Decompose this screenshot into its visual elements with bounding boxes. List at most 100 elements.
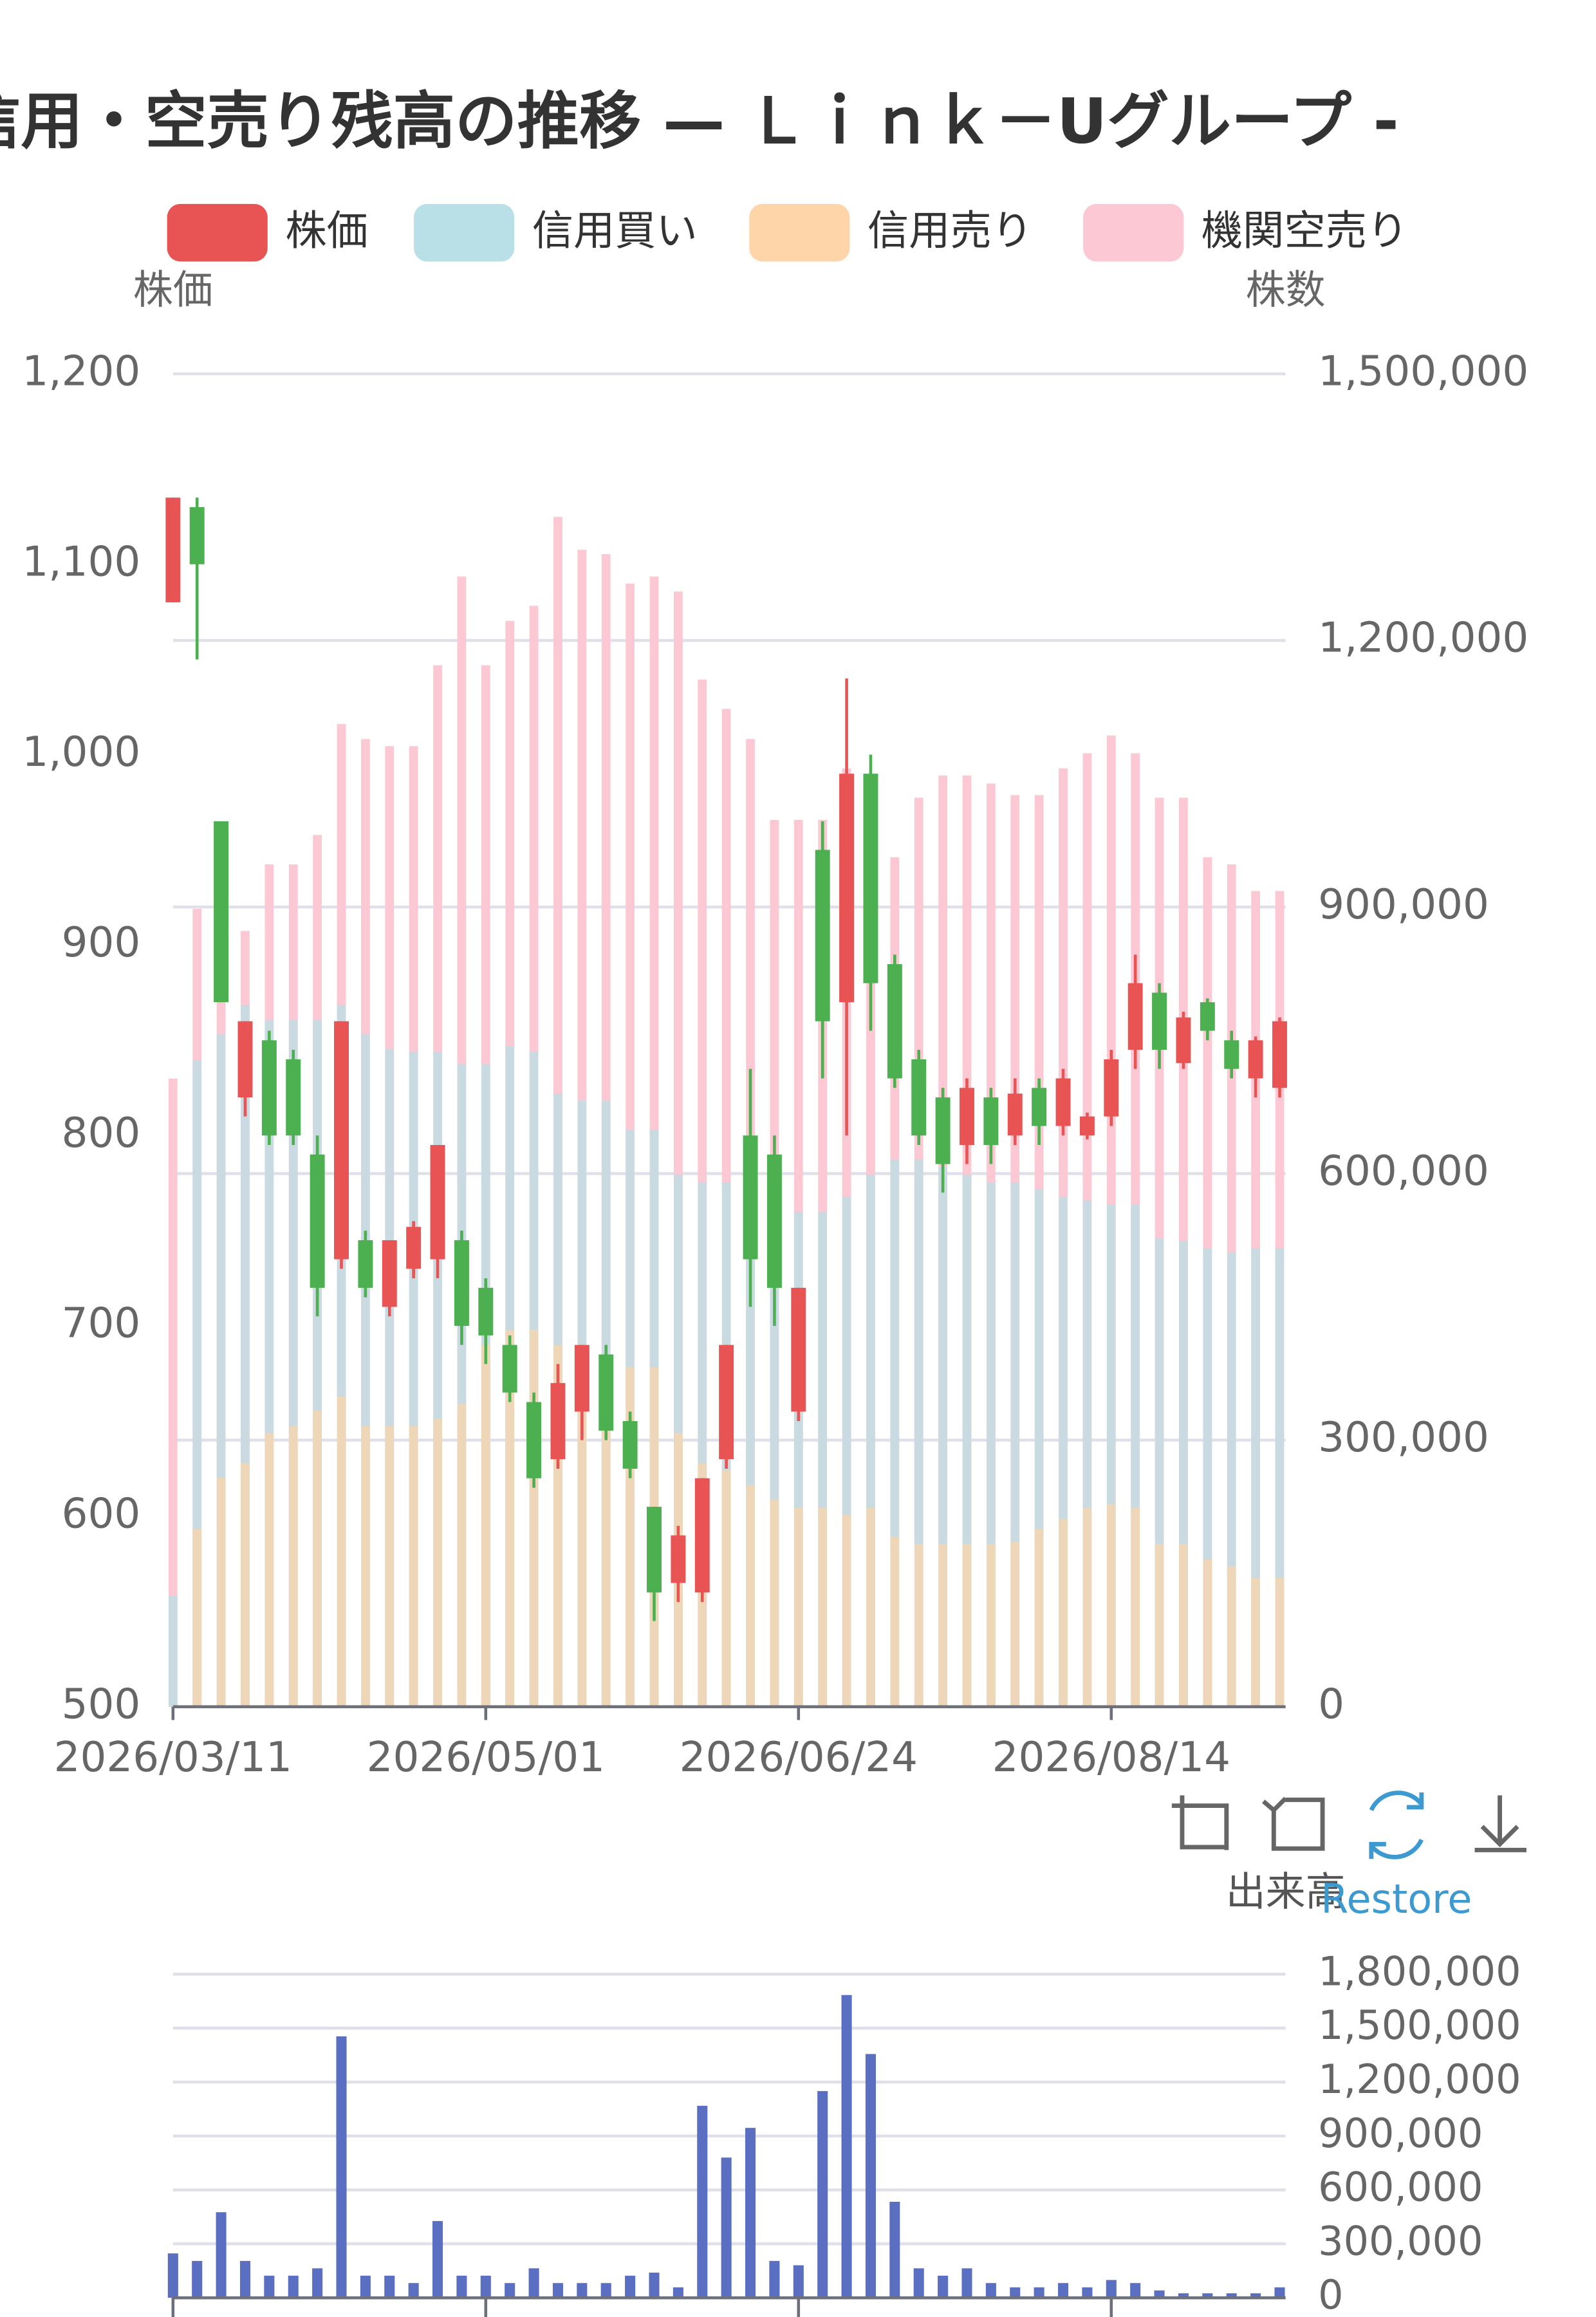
y-tick-label: 600,000 bbox=[1318, 2164, 1483, 2211]
y2-axis-name: 株数 bbox=[1246, 266, 1326, 313]
legend-swatch bbox=[167, 203, 268, 262]
candle-body bbox=[791, 1287, 806, 1412]
bar bbox=[721, 1470, 731, 1707]
volume-bar bbox=[1250, 2293, 1261, 2298]
y-tick-label: 1,200 bbox=[22, 347, 140, 395]
volume-bar bbox=[817, 2090, 828, 2298]
volume-bar bbox=[577, 2283, 588, 2298]
bar bbox=[168, 1078, 178, 1707]
y2-tick-label: 0 bbox=[1318, 1680, 1344, 1728]
bar bbox=[385, 1426, 394, 1707]
candle-body bbox=[983, 1097, 999, 1146]
bar bbox=[1251, 1577, 1260, 1707]
candle-body bbox=[743, 1135, 758, 1260]
bar bbox=[288, 1426, 298, 1707]
volume-bar bbox=[336, 2036, 347, 2298]
candle-body bbox=[960, 1088, 974, 1146]
legend-swatch bbox=[1083, 203, 1184, 262]
candle-body bbox=[598, 1354, 614, 1431]
bar bbox=[313, 1411, 322, 1707]
volume-bar bbox=[264, 2275, 275, 2298]
volume-bar bbox=[360, 2275, 371, 2298]
candle-body bbox=[334, 1021, 349, 1260]
bar bbox=[770, 1500, 779, 1707]
volume-bar bbox=[985, 2283, 996, 2298]
candle-body bbox=[1055, 1078, 1071, 1126]
bar bbox=[577, 1352, 587, 1707]
bar bbox=[457, 1403, 467, 1707]
y2-tick-label: 1,200,000 bbox=[1318, 614, 1528, 662]
candle-body bbox=[1200, 1002, 1215, 1031]
y2-tick-label: 300,000 bbox=[1318, 1413, 1489, 1462]
volume-bar bbox=[938, 2275, 949, 2298]
candle-body bbox=[454, 1240, 469, 1326]
volume-bar bbox=[1154, 2290, 1165, 2298]
y-tick-label: 900 bbox=[62, 918, 141, 967]
candle-body bbox=[478, 1287, 494, 1335]
candle-body bbox=[574, 1345, 589, 1412]
volume-bar bbox=[600, 2283, 611, 2298]
candle-body bbox=[935, 1097, 951, 1164]
candle-body bbox=[382, 1240, 397, 1307]
bar bbox=[264, 1433, 274, 1707]
y-tick-label: 500 bbox=[62, 1680, 141, 1728]
x-tick-label: 2026/08/14 bbox=[992, 1733, 1230, 1782]
y-tick-label: 900,000 bbox=[1318, 2110, 1483, 2157]
candle-body bbox=[815, 850, 830, 1021]
volume-bar bbox=[1226, 2293, 1237, 2298]
y-tick-label: 700 bbox=[62, 1299, 141, 1348]
volume-bar bbox=[456, 2275, 467, 2298]
bar bbox=[361, 1426, 370, 1707]
restore-label[interactable]: Restore bbox=[1321, 1875, 1472, 1922]
restore-icon[interactable] bbox=[1369, 1791, 1424, 1859]
volume-bar bbox=[865, 2054, 876, 2298]
legend-label: 株価 bbox=[285, 207, 368, 255]
y2-tick-label: 1,500,000 bbox=[1318, 347, 1528, 395]
toolbox bbox=[1171, 1791, 1526, 1859]
bar bbox=[216, 1477, 226, 1707]
volume-bar bbox=[216, 2212, 227, 2298]
bar bbox=[818, 1507, 828, 1707]
candle-body bbox=[237, 1021, 253, 1098]
candle-body bbox=[766, 1154, 782, 1288]
bar bbox=[1082, 1507, 1092, 1707]
y-tick-label: 1,800,000 bbox=[1318, 1948, 1521, 1995]
y-tick-label: 300,000 bbox=[1318, 2217, 1483, 2264]
volume-bar bbox=[432, 2220, 443, 2298]
candle-body bbox=[550, 1382, 566, 1460]
candle-body bbox=[647, 1507, 662, 1593]
chart-title: 信用・空売り残高の推移 — Ｌｉｎｋ－Uグループ - bbox=[0, 86, 1399, 158]
back-icon[interactable] bbox=[1261, 1796, 1325, 1851]
legend-swatch bbox=[414, 203, 515, 262]
candle-body bbox=[406, 1227, 422, 1269]
candle-body bbox=[165, 498, 181, 602]
volume-bar bbox=[1178, 2293, 1189, 2298]
candle-body bbox=[1224, 1040, 1239, 1069]
bar bbox=[1203, 1559, 1212, 1707]
volume-bar bbox=[913, 2268, 924, 2298]
bar bbox=[746, 1485, 755, 1707]
bar bbox=[938, 1544, 947, 1707]
bar bbox=[409, 1426, 418, 1707]
bar bbox=[1227, 1566, 1236, 1707]
candle-body bbox=[526, 1402, 542, 1478]
bar bbox=[962, 1544, 972, 1707]
volume-bar bbox=[1057, 2283, 1069, 2298]
candle-body bbox=[622, 1421, 638, 1469]
bar bbox=[337, 1396, 346, 1707]
volume-bar bbox=[961, 2268, 972, 2298]
bar bbox=[986, 1544, 996, 1707]
volume-bar bbox=[480, 2275, 491, 2298]
volume-bar bbox=[312, 2268, 323, 2298]
candle-body bbox=[430, 1145, 445, 1260]
y2-tick-label: 600,000 bbox=[1318, 1147, 1489, 1195]
zoom-icon[interactable] bbox=[1171, 1795, 1229, 1850]
bar bbox=[1010, 1541, 1020, 1707]
candle-body bbox=[863, 774, 878, 983]
volume-bar bbox=[192, 2260, 203, 2298]
candle-body bbox=[719, 1345, 734, 1460]
y-tick-label: 1,500,000 bbox=[1318, 2002, 1521, 2049]
download-icon[interactable] bbox=[1474, 1795, 1526, 1852]
volume-title: 出来高 bbox=[1226, 1868, 1346, 1915]
candle-body bbox=[1248, 1040, 1263, 1079]
